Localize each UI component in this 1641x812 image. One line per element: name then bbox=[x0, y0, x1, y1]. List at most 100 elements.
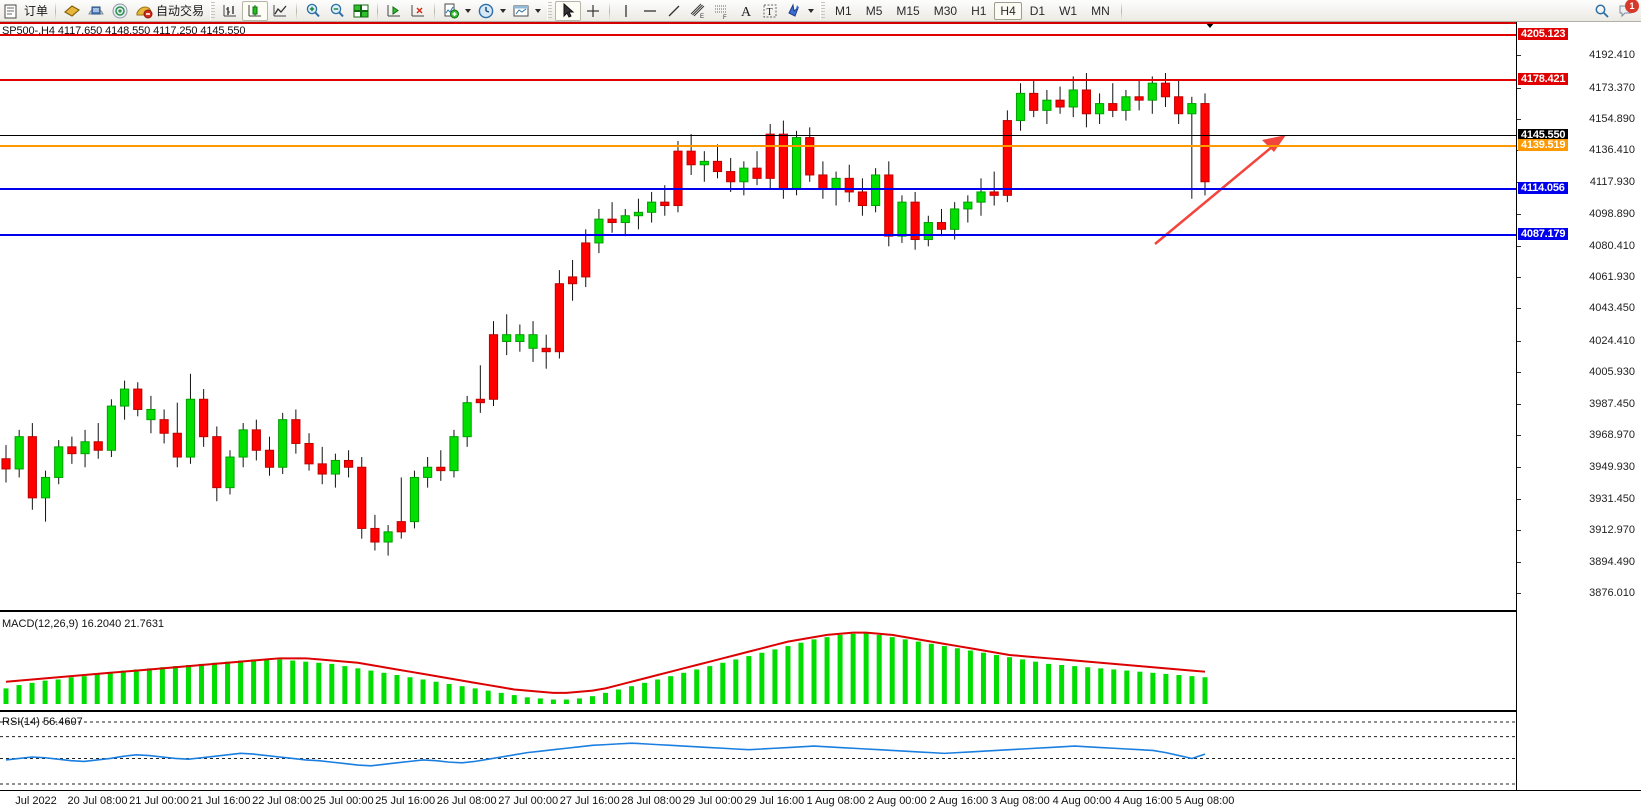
price-tick-mark bbox=[1517, 245, 1521, 247]
equidistant-channel-button[interactable]: E bbox=[686, 1, 710, 21]
zoom-out-button[interactable] bbox=[325, 1, 349, 21]
tile-windows-button[interactable] bbox=[349, 1, 373, 21]
text-icon: A bbox=[737, 2, 755, 20]
price-level-label-support-lower: 4087.179 bbox=[1518, 228, 1569, 241]
price-tick-label: 4080.410 bbox=[1589, 239, 1635, 252]
period-button[interactable] bbox=[474, 1, 509, 21]
timeframe-m5[interactable]: M5 bbox=[865, 3, 883, 18]
chart-window[interactable]: SP500-,H4 4117.650 4148.550 4117.250 414… bbox=[0, 22, 1641, 812]
price-tick-label: 4154.890 bbox=[1589, 113, 1635, 126]
price-tick-mark bbox=[1517, 87, 1521, 89]
price-tick-label: 3912.970 bbox=[1589, 524, 1635, 537]
toolbar-separator-3 bbox=[377, 1, 379, 20]
auto-scroll-button[interactable] bbox=[406, 1, 430, 21]
cursor-icon bbox=[559, 2, 577, 20]
toolbar-grip-2[interactable] bbox=[547, 1, 553, 20]
price-tick-mark bbox=[1517, 498, 1521, 500]
timeframe-h1[interactable]: H1 bbox=[971, 3, 987, 18]
price-level-line-last-price[interactable] bbox=[0, 134, 1516, 136]
vertical-line-button[interactable] bbox=[614, 1, 638, 21]
time-tick-label: 5 Aug 08:00 bbox=[1175, 795, 1235, 807]
templates-button[interactable] bbox=[509, 1, 544, 21]
toolbar-separator-6 bbox=[1120, 1, 1122, 20]
price-tick-label: 4192.410 bbox=[1589, 49, 1635, 62]
line-chart-button[interactable] bbox=[268, 1, 292, 21]
arrows-button[interactable] bbox=[782, 1, 817, 21]
timeframe-m1[interactable]: M1 bbox=[835, 3, 852, 18]
time-tick-label: 1 Aug 08:00 bbox=[806, 795, 866, 807]
svg-text:T: T bbox=[767, 7, 773, 18]
time-tick-label: 29 Jul 16:00 bbox=[744, 795, 805, 807]
price-level-line-resistance-upper[interactable] bbox=[0, 33, 1516, 36]
crosshair-tool-button[interactable] bbox=[581, 1, 605, 21]
price-tick-mark bbox=[1517, 277, 1521, 279]
text-label-button[interactable]: T bbox=[758, 1, 782, 21]
price-level-line-ask-line[interactable] bbox=[0, 145, 1516, 148]
timeframe-w1[interactable]: W1 bbox=[1059, 3, 1078, 18]
cursor-tool-button[interactable] bbox=[555, 0, 582, 21]
chevron-down-icon[interactable] bbox=[535, 8, 542, 13]
price-level-lines bbox=[0, 22, 1516, 610]
trendline-icon bbox=[665, 2, 683, 20]
timeframe-h4[interactable]: H4 bbox=[994, 1, 1022, 20]
trend-arrow-annotation[interactable] bbox=[1154, 135, 1286, 245]
toolbar-grip-3[interactable] bbox=[820, 1, 826, 20]
text-tool-button[interactable]: A bbox=[734, 1, 758, 21]
profiles-button[interactable] bbox=[60, 1, 84, 21]
alerts-icon[interactable]: 1 bbox=[1617, 0, 1639, 20]
time-axis[interactable]: Jul 2022 20 Jul 08:00 21 Jul 00:00 21 Jul 1… bbox=[0, 790, 1641, 812]
timeframe-d1[interactable]: D1 bbox=[1029, 3, 1046, 18]
price-level-line-resistance-lower[interactable] bbox=[0, 79, 1516, 82]
bar-chart-button[interactable] bbox=[218, 1, 242, 21]
candlestick-icon bbox=[246, 2, 264, 20]
bar-chart-icon bbox=[221, 2, 239, 20]
price-tick-mark bbox=[1517, 119, 1521, 121]
autotrading-button[interactable]: 自动交易 bbox=[132, 1, 207, 21]
price-level-line-support-lower[interactable] bbox=[0, 234, 1516, 237]
market-watch-icon bbox=[87, 2, 105, 20]
navigator-icon bbox=[111, 2, 129, 20]
candlestick-chart-button[interactable] bbox=[242, 0, 269, 21]
trendline-button[interactable] bbox=[662, 1, 686, 21]
alerts-badge: 1 bbox=[1625, 0, 1639, 13]
time-tick-label: 3 Aug 08:00 bbox=[991, 795, 1050, 807]
price-axis[interactable]: 4192.410 4173.370 4154.890 4136.410 4117.930… bbox=[1516, 22, 1641, 790]
rsi-label: RSI(14) 56.4607 bbox=[2, 716, 83, 728]
horizontal-line-button[interactable] bbox=[638, 1, 662, 21]
price-tick-mark bbox=[1517, 340, 1521, 342]
zoom-in-icon bbox=[304, 2, 322, 20]
chevron-down-icon[interactable] bbox=[465, 8, 472, 13]
navigator-button[interactable] bbox=[108, 1, 132, 21]
chart-shift-button[interactable] bbox=[382, 1, 406, 21]
chevron-down-icon[interactable] bbox=[500, 8, 507, 13]
time-tick-label: 20 Jul 08:00 bbox=[67, 795, 128, 807]
market-watch-button[interactable] bbox=[84, 1, 108, 21]
fibonacci-button[interactable]: F bbox=[710, 1, 734, 21]
macd-panel bbox=[0, 614, 1516, 708]
fibonacci-icon: F bbox=[713, 2, 731, 21]
price-tick-label: 3987.450 bbox=[1589, 397, 1635, 410]
price-level-line-support-upper[interactable] bbox=[0, 188, 1516, 191]
timeframe-mn[interactable]: MN bbox=[1091, 3, 1110, 18]
zoom-in-button[interactable] bbox=[301, 1, 325, 21]
toolbar-grip[interactable] bbox=[210, 1, 216, 20]
search-icon[interactable] bbox=[1593, 2, 1611, 20]
timeframe-m30[interactable]: M30 bbox=[933, 3, 958, 18]
time-tick-label: 27 Jul 16:00 bbox=[559, 795, 620, 807]
price-tick-mark bbox=[1517, 435, 1521, 436]
time-tick-label: 21 Jul 16:00 bbox=[190, 795, 251, 807]
rsi-panel bbox=[0, 712, 1516, 790]
timeframe-m15[interactable]: M15 bbox=[896, 3, 920, 18]
chevron-down-icon[interactable] bbox=[808, 8, 815, 13]
price-tick-label: 4024.410 bbox=[1589, 334, 1635, 347]
new-order-button[interactable]: 订单 bbox=[0, 1, 51, 21]
indicators-button[interactable] bbox=[439, 1, 474, 21]
svg-text:A: A bbox=[741, 5, 752, 20]
price-level-label-resistance-upper: 4205.123 bbox=[1518, 27, 1569, 40]
time-tick-label: Jul 2022 bbox=[15, 795, 57, 807]
price-tick-label: 4098.890 bbox=[1589, 208, 1635, 221]
price-tick-mark bbox=[1517, 561, 1521, 563]
autotrading-label: 自动交易 bbox=[156, 4, 205, 18]
time-tick-label: 27 Jul 00:00 bbox=[498, 795, 559, 807]
text-label-icon: T bbox=[761, 2, 779, 20]
